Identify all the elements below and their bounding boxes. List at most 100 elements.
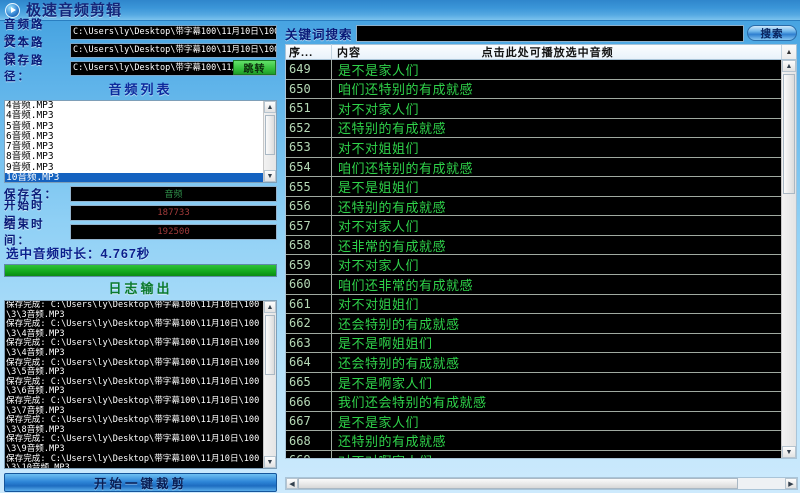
table-row[interactable]: 662 还会特别的有成就感 [286, 314, 781, 334]
audio-list-scrollbar[interactable]: ▲ ▼ [263, 101, 276, 182]
table-cell-seq: 654 [286, 157, 332, 177]
search-button[interactable]: 搜索 [747, 25, 797, 41]
search-row: 关键词搜索 搜索 [285, 24, 797, 42]
scrollbar-thumb[interactable] [783, 74, 795, 194]
audio-list-item[interactable]: 7音频.MP3 [6, 141, 54, 153]
table-row[interactable]: 668 还特别的有成就感 [286, 431, 781, 451]
table-row[interactable]: 660 咱们还非常的有成就感 [286, 275, 781, 295]
save-path-label: 保存路径： [4, 55, 45, 83]
table-cell-seq: 659 [286, 255, 332, 275]
subtitle-table: 649 是不是家人们 650 咱们还特别的有成就感 651 对不对家人们 652 还特别的有成… [285, 59, 797, 459]
table-row[interactable]: 663 是不是啊姐姐们 [286, 333, 781, 354]
start-batch-trim-button[interactable]: 开始一键裁剪 [4, 473, 277, 492]
table-cell-content: 是不是姐姐们 [338, 180, 420, 196]
scroll-up-icon[interactable]: ▲ [782, 60, 796, 72]
table-row[interactable]: 655 是不是姐姐们 [286, 177, 781, 197]
audio-list-item[interactable]: 4音频.MP3 [6, 110, 54, 122]
table-cell-content: 对不对家人们 [338, 219, 420, 235]
left-panel: 音频路径： C:\Users\ly\Desktop\带字幕100\11月10日\… [0, 19, 281, 493]
table-row[interactable]: 652 还特别的有成就感 [286, 118, 781, 139]
table-cell-content: 还会特别的有成就感 [338, 355, 460, 371]
table-row[interactable]: 659 对不对家人们 [286, 255, 781, 276]
audio-path-label: 音频路径： [4, 19, 45, 47]
table-row[interactable]: 667 是不是家人们 [286, 411, 781, 432]
table-cell-content: 咱们还非常的有成就感 [338, 277, 474, 293]
start-time-row: 开始时间： 187733 [4, 200, 277, 228]
play-circle-icon [5, 2, 20, 18]
text-path-input[interactable]: C:\Users\ly\Desktop\带字幕100\11月10日\100.sr… [70, 42, 277, 58]
log-line: 保存完成: C:\Users\ly\Desktop\带字幕100\11月10日\… [6, 453, 260, 468]
scroll-down-icon[interactable]: ▼ [264, 456, 276, 468]
audio-list-item[interactable]: 10音频.MP3 [5, 172, 263, 182]
scrollbar-track[interactable] [738, 478, 785, 489]
table-scrollbar[interactable]: ▲ ▼ [781, 60, 796, 458]
log-line: 保存完成: C:\Users\ly\Desktop\带字幕100\11月10日\… [6, 434, 260, 454]
table-row[interactable]: 653 对不对姐姐们 [286, 138, 781, 158]
audio-list-item[interactable]: 4音频.MP3 [6, 101, 54, 111]
table-cell-content: 还特别的有成就感 [338, 434, 447, 450]
table-row[interactable]: 651 对不对家人们 [286, 99, 781, 119]
search-input[interactable] [355, 24, 744, 42]
save-path-input[interactable]: C:\Users\ly\Desktop\带字幕100\11月10日 [70, 60, 277, 76]
title-bar: 极速音频剪辑 [0, 0, 800, 21]
scroll-down-icon[interactable]: ▼ [782, 446, 796, 458]
table-row[interactable]: 658 还非常的有成就感 [286, 235, 781, 256]
log-scrollbar[interactable]: ▲ ▼ [263, 301, 276, 468]
log-line: 保存完成: C:\Users\ly\Desktop\带字幕100\11月10日\… [6, 301, 260, 320]
table-row[interactable]: 654 咱们还特别的有成就感 [286, 157, 781, 178]
table-cell-seq: 661 [286, 294, 332, 314]
table-row[interactable]: 650 咱们还特别的有成就感 [286, 79, 781, 100]
scroll-up-icon[interactable]: ▲ [264, 301, 276, 313]
progress-bar [4, 264, 277, 277]
scroll-up-icon[interactable]: ▲ [264, 101, 276, 113]
table-row[interactable]: 661 对不对姐姐们 [286, 294, 781, 315]
table-cell-content: 还特别的有成就感 [338, 121, 447, 137]
table-cell-seq: 667 [286, 411, 332, 431]
table-cell-seq: 650 [286, 79, 332, 99]
audio-list-item[interactable]: 5音频.MP3 [6, 120, 54, 132]
table-row[interactable]: 657 对不对家人们 [286, 216, 781, 236]
table-cell-content: 对不对啊家人们 [332, 451, 781, 458]
end-time-input[interactable]: 192500 [70, 223, 277, 240]
log-line: 保存完成: C:\Users\ly\Desktop\带字幕100\11月10日\… [6, 376, 260, 397]
scroll-left-icon[interactable]: ◀ [286, 478, 298, 489]
log-line: 保存完成: C:\Users\ly\Desktop\带字幕100\11月10日\… [6, 357, 260, 378]
table-row[interactable]: 656 还特别的有成就感 [286, 196, 781, 217]
scrollbar-thumb[interactable] [265, 315, 275, 375]
table-row[interactable]: 669对不对啊家人们 [286, 450, 781, 458]
scroll-up-icon[interactable]: ▲ [781, 45, 796, 59]
text-path-label: 文本路径： [4, 37, 45, 65]
table-cell-content: 是不是家人们 [338, 62, 420, 78]
audio-list-item[interactable]: 8音频.MP3 [6, 151, 54, 163]
subtitle-table-body[interactable]: 649 是不是家人们 650 咱们还特别的有成就感 651 对不对家人们 652 还特别的有成… [286, 60, 781, 458]
table-play-hint: 点击此处可播放选中音频 [481, 47, 614, 59]
horizontal-scrollbar[interactable]: ◀ ▶ [285, 477, 798, 490]
table-cell-content: 还非常的有成就感 [338, 238, 447, 254]
table-cell-content: 对不对姐姐们 [338, 297, 420, 313]
column-header-seq: 序... [286, 44, 332, 60]
scrollbar-thumb[interactable] [298, 478, 738, 489]
scroll-down-icon[interactable]: ▼ [264, 170, 276, 182]
audio-list-item[interactable]: 9音频.MP3 [6, 161, 54, 173]
table-cell-seq: 662 [286, 314, 332, 333]
table-row[interactable]: 664 还会特别的有成就感 [286, 353, 781, 373]
scrollbar-thumb[interactable] [265, 115, 275, 155]
log-line: 保存完成: C:\Users\ly\Desktop\带字幕100\11月10日\… [6, 395, 260, 416]
log-output-box: 保存完成: C:\Users\ly\Desktop\带字幕100\11月10日\… [4, 300, 277, 469]
audio-list-item[interactable]: 6音频.MP3 [6, 130, 54, 142]
table-cell-content: 咱们还特别的有成就感 [338, 160, 474, 176]
table-row[interactable]: 649 是不是家人们 [286, 60, 781, 80]
audio-path-input[interactable]: C:\Users\ly\Desktop\带字幕100\11月10日\100.MP… [70, 24, 277, 40]
table-cell-seq: 664 [286, 353, 332, 372]
start-time-input[interactable]: 187733 [70, 204, 277, 221]
scroll-right-icon[interactable]: ▶ [785, 478, 797, 489]
save-name-input[interactable]: 音频 [70, 185, 277, 202]
audio-list[interactable]: 4音频.MP3 4音频.MP3 5音频.MP3 6音频.MP3 7音频.MP3 8音频.M… [5, 101, 263, 182]
jump-button[interactable]: 跳转 [233, 60, 276, 75]
table-cell-seq: 649 [286, 60, 332, 79]
table-row[interactable]: 666 我们还会特别的有成就感 [286, 392, 781, 412]
log-output-content[interactable]: 保存完成: C:\Users\ly\Desktop\带字幕100\11月10日\… [5, 301, 263, 468]
table-row[interactable]: 665 是不是啊家人们 [286, 372, 781, 393]
table-cell-content: 对不对家人们 [338, 258, 420, 274]
table-cell-seq: 651 [286, 99, 332, 118]
